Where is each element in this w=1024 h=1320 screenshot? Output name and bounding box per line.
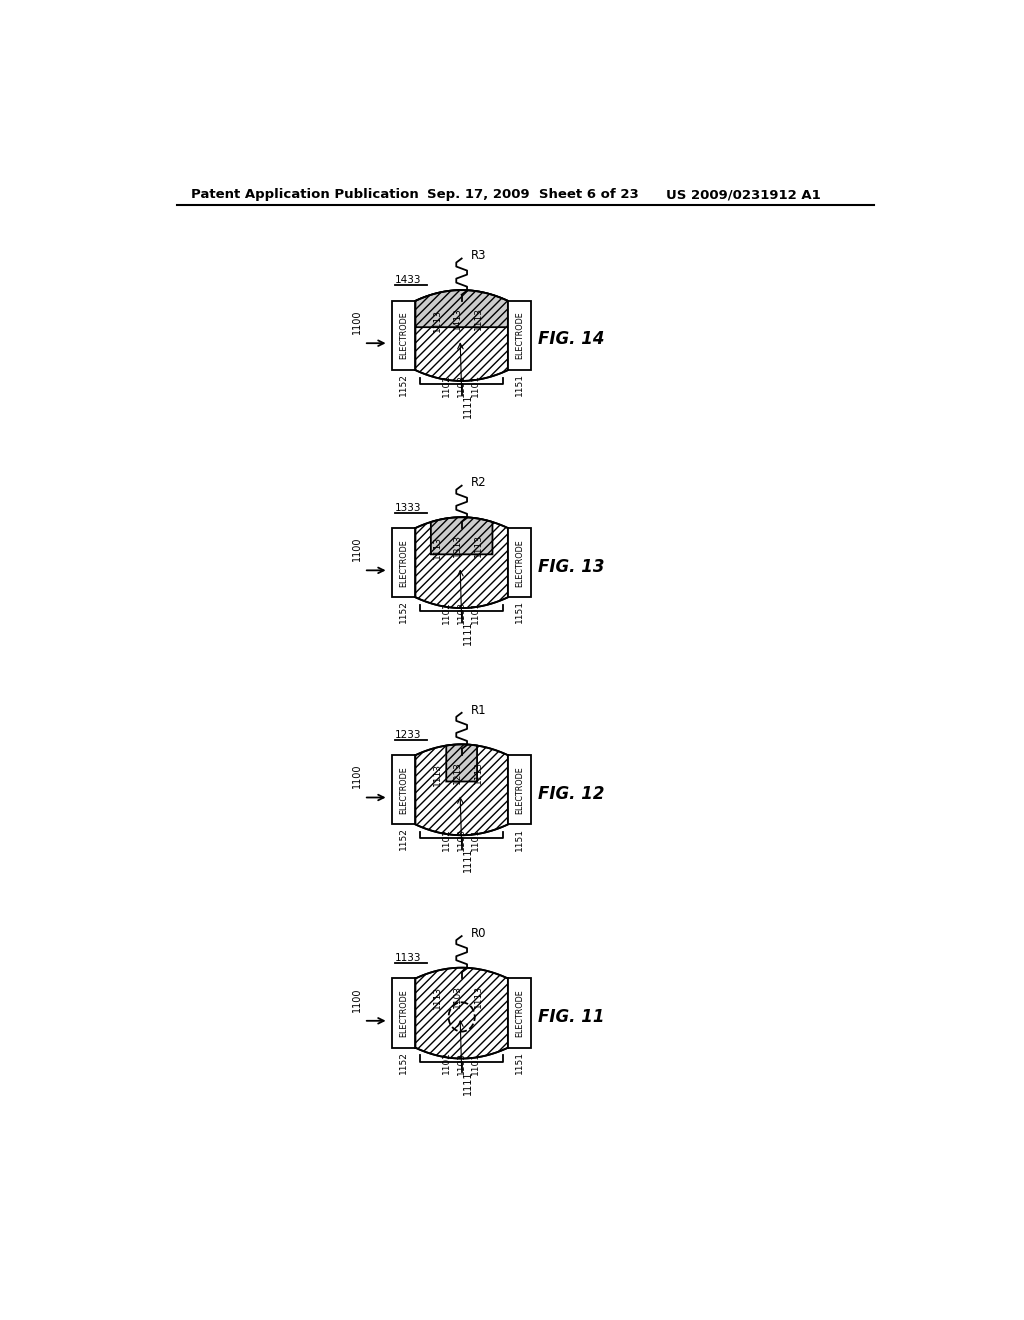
Text: 1113: 1113 <box>474 762 483 784</box>
Text: R2: R2 <box>471 477 486 490</box>
Text: 1413: 1413 <box>454 308 462 330</box>
Text: 1151: 1151 <box>515 601 524 623</box>
Text: 1103: 1103 <box>457 829 466 851</box>
Text: 1151: 1151 <box>515 374 524 396</box>
Text: 1313: 1313 <box>454 535 462 557</box>
Text: 1152: 1152 <box>399 1051 409 1073</box>
Text: 1113: 1113 <box>474 535 483 557</box>
Text: 1152: 1152 <box>399 601 409 623</box>
Text: FIG. 14: FIG. 14 <box>538 330 604 348</box>
Text: 1102: 1102 <box>441 374 451 397</box>
Text: 1102: 1102 <box>441 1052 451 1074</box>
Text: R3: R3 <box>471 249 486 263</box>
Text: 1113: 1113 <box>474 985 483 1007</box>
Text: FIG. 13: FIG. 13 <box>538 557 604 576</box>
Text: ELECTRODE: ELECTRODE <box>399 539 409 586</box>
Text: 1102: 1102 <box>441 601 451 624</box>
Polygon shape <box>416 517 508 609</box>
Text: Sep. 17, 2009  Sheet 6 of 23: Sep. 17, 2009 Sheet 6 of 23 <box>427 187 639 201</box>
Text: 1151: 1151 <box>515 828 524 850</box>
Text: ELECTRODE: ELECTRODE <box>399 312 409 359</box>
Text: 1111: 1111 <box>463 620 473 645</box>
Text: ELECTRODE: ELECTRODE <box>515 989 524 1038</box>
Text: 1213: 1213 <box>454 762 462 784</box>
Bar <box>392 301 416 370</box>
Text: 1113: 1113 <box>474 308 483 330</box>
Text: 1113: 1113 <box>432 309 441 331</box>
Text: 1111: 1111 <box>463 847 473 873</box>
Text: 1113: 1113 <box>432 763 441 785</box>
Text: 1233: 1233 <box>394 730 421 739</box>
Polygon shape <box>416 744 508 836</box>
Bar <box>508 978 531 1048</box>
Polygon shape <box>446 744 477 781</box>
Polygon shape <box>416 290 508 327</box>
Text: 1333: 1333 <box>394 503 421 512</box>
Text: 1133: 1133 <box>394 953 421 964</box>
Text: 1151: 1151 <box>515 1051 524 1074</box>
Bar <box>392 978 416 1048</box>
Polygon shape <box>416 290 508 381</box>
Text: 1113: 1113 <box>432 536 441 558</box>
Text: R1: R1 <box>471 704 486 717</box>
Text: ELECTRODE: ELECTRODE <box>515 766 524 813</box>
Text: 1113: 1113 <box>432 986 441 1010</box>
Text: 1152: 1152 <box>399 828 409 850</box>
Text: 1103: 1103 <box>454 985 462 1007</box>
Text: 1100: 1100 <box>352 987 362 1011</box>
Text: 1101: 1101 <box>471 1052 480 1074</box>
Text: 1102: 1102 <box>441 829 451 851</box>
Bar <box>508 301 531 370</box>
Bar <box>392 528 416 597</box>
Text: 1152: 1152 <box>399 374 409 396</box>
Text: ELECTRODE: ELECTRODE <box>399 766 409 813</box>
Bar <box>392 755 416 825</box>
Text: 1103: 1103 <box>457 601 466 624</box>
Text: 1433: 1433 <box>394 276 421 285</box>
Bar <box>508 528 531 597</box>
Text: ELECTRODE: ELECTRODE <box>515 312 524 359</box>
Text: 1111: 1111 <box>463 393 473 417</box>
Text: 1111: 1111 <box>463 1071 473 1096</box>
Text: 1100: 1100 <box>352 537 362 561</box>
Text: ELECTRODE: ELECTRODE <box>399 989 409 1038</box>
Text: ELECTRODE: ELECTRODE <box>515 539 524 586</box>
Text: FIG. 12: FIG. 12 <box>538 784 604 803</box>
Text: R0: R0 <box>471 927 486 940</box>
Text: Patent Application Publication: Patent Application Publication <box>190 187 419 201</box>
Text: 1101: 1101 <box>471 374 480 397</box>
Text: US 2009/0231912 A1: US 2009/0231912 A1 <box>666 187 820 201</box>
Polygon shape <box>431 517 493 554</box>
Polygon shape <box>416 968 508 1059</box>
Text: 1103: 1103 <box>457 1052 466 1074</box>
Bar <box>508 755 531 825</box>
Text: 1101: 1101 <box>471 829 480 851</box>
Text: 1103: 1103 <box>457 374 466 397</box>
Text: FIG. 11: FIG. 11 <box>538 1008 604 1026</box>
Text: 1100: 1100 <box>352 764 362 788</box>
Text: 1100: 1100 <box>352 309 362 334</box>
Text: 1101: 1101 <box>471 601 480 624</box>
